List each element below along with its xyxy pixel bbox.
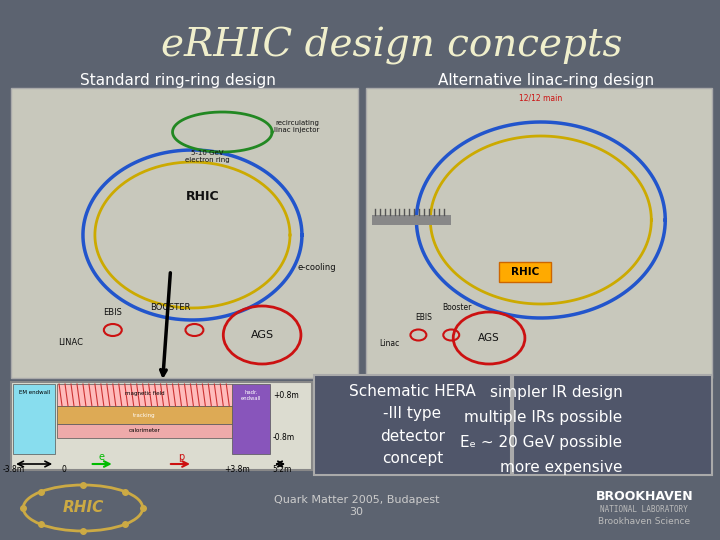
Text: multiple IRs possible: multiple IRs possible [464,410,623,425]
Text: BROOKHAVEN: BROOKHAVEN [595,490,693,503]
Text: EBIS: EBIS [104,308,122,317]
Bar [12,88,358,378]
Bar [513,375,712,475]
Text: Linac: Linac [379,339,400,348]
Text: EM endwall: EM endwall [19,390,50,395]
Text: 5-10 GeV
electron ring: 5-10 GeV electron ring [185,150,230,163]
Text: p: p [178,452,184,462]
Bar [233,384,270,454]
Text: BOOSTER: BOOSTER [150,303,191,312]
Bar [499,262,551,282]
Bar [13,384,55,454]
Text: RHIC: RHIC [510,267,539,277]
Text: hadr.
endwall: hadr. endwall [241,390,261,401]
Text: 12/12 main: 12/12 main [519,93,562,103]
Text: AGS: AGS [478,333,500,343]
Text: EBIS: EBIS [415,313,432,322]
Text: calorimeter: calorimeter [129,429,161,434]
Text: -0.8m: -0.8m [273,433,295,442]
Text: eRHIC design concepts: eRHIC design concepts [161,27,622,65]
Text: Quark Matter 2005, Budapest
30: Quark Matter 2005, Budapest 30 [274,495,439,517]
Text: Schematic HERA
-III type
detector
concept: Schematic HERA -III type detector concep… [349,384,476,466]
Text: Brookhaven Science: Brookhaven Science [598,516,690,525]
Text: +0.8m: +0.8m [273,392,299,401]
Bar [314,375,511,475]
Bar [57,424,233,438]
Text: e-cooling: e-cooling [297,263,336,272]
Bar [12,88,358,378]
Text: RHIC: RHIC [62,501,104,516]
Text: 5.2m: 5.2m [272,465,292,474]
Text: tracking: tracking [133,413,156,417]
Text: more expensive: more expensive [500,460,623,475]
Text: simpler IR design: simpler IR design [490,385,623,400]
Text: NATIONAL LABORATORY: NATIONAL LABORATORY [600,504,688,514]
Text: e: e [99,452,104,462]
Text: RHIC: RHIC [186,190,219,203]
Text: 0: 0 [62,465,66,474]
Bar [12,382,312,470]
Text: -3.8m: -3.8m [2,465,24,474]
Bar [372,215,451,225]
Bar [57,406,233,424]
Text: recirculating
linac injector: recirculating linac injector [274,120,320,133]
Text: Booster: Booster [443,303,472,312]
Text: +3.8m: +3.8m [225,465,250,474]
Bar [366,88,712,378]
Text: Standard ring-ring design: Standard ring-ring design [80,72,276,87]
Text: AGS: AGS [251,330,274,340]
Text: LINAC: LINAC [58,338,84,347]
Text: Eₑ ∼ 20 GeV possible: Eₑ ∼ 20 GeV possible [460,435,623,450]
Text: Alternative linac-ring design: Alternative linac-ring design [438,72,654,87]
Text: magnetic field: magnetic field [125,392,164,396]
Bar [57,384,233,406]
